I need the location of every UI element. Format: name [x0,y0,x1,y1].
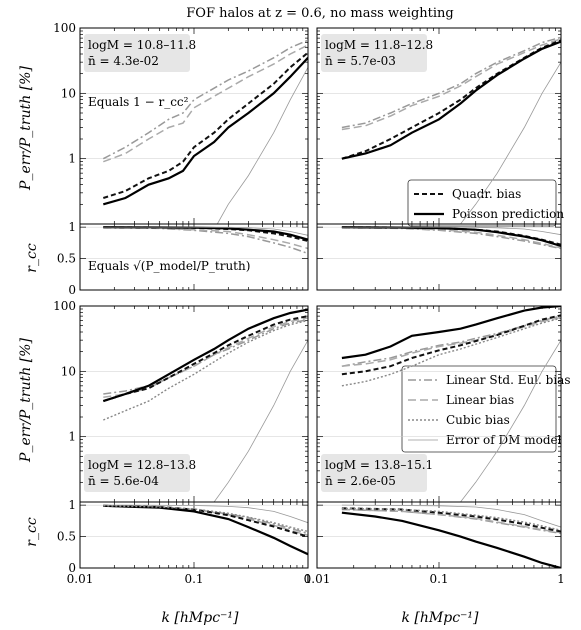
series-line-poisson [341,40,561,160]
series-line-dm [341,226,561,236]
series-line-quadr [102,51,308,199]
legend-box [407,179,557,227]
legend-label: Poisson prediction [452,207,564,221]
axes-frame [316,223,562,291]
y-tick-label: 1 [68,498,76,512]
panel-bottom-right-rcc: 0.01 0.1 1 [304,501,565,586]
info-box [84,454,190,492]
series-line-poisson [102,57,308,206]
legend-label: Cubic bias [446,413,510,427]
series-line-linstd [103,505,308,535]
number-density-label: n̄ = 5.6e-04 [88,474,159,488]
series-line-dm [460,61,561,224]
axes-frame [79,223,309,291]
mass-range-label: logM = 10.8–11.8 [88,38,196,52]
rcc-axis-label-top: r_cc [24,243,40,273]
series-line-cubic [341,507,561,531]
panel-top-left-rcc: 0 0.5 1 Equals √(P_model/P_truth) [57,220,309,297]
y-axis-label-top: P_err/P_truth [%] [18,66,34,191]
series-line-quadr [103,504,308,538]
rcc-axis-label-bottom: r_cc [24,517,40,547]
x-tick-label: 0.1 [184,572,203,586]
panel-bottom-left-rcc: 0 0.5 1 0.01 0.1 1 [57,498,312,586]
series-line-quadr [102,315,308,403]
series-line-cubic [341,317,561,387]
series-line-cubic [103,319,308,421]
x-tick-label: 0.1 [429,572,448,586]
figure-title: FOF halos at z = 0.6, no mass weighting [186,6,453,21]
x-tick-label: 0.01 [67,572,94,586]
series-line-dm [216,67,308,224]
y-tick-label: 0 [68,561,76,575]
legend-label: Linear bias [446,393,514,407]
series-line-poisson [102,308,308,403]
series-line-poisson [341,511,561,568]
series-line-linear [103,505,308,537]
info-box [321,454,427,492]
info-box [84,34,190,72]
series-line-poisson [341,306,561,360]
series-line-linear [103,227,308,250]
axes-frame [316,501,562,569]
x-tick-label: 0.01 [304,572,331,586]
mass-range-label: logM = 12.8–13.8 [88,458,196,472]
y-tick-label: 10 [61,364,76,378]
series-line-poisson [103,226,308,241]
y-tick-label: 0.5 [57,252,76,266]
annotation: Equals √(P_model/P_truth) [88,259,250,273]
series-line-dm [103,226,308,236]
y-axis-label-bottom: P_err/P_truth [%] [18,338,34,463]
annotation: Equals 1 − r_cc² [88,95,189,109]
series-line-linear [341,316,561,367]
y-tick-label: 0 [68,283,76,297]
series-line-linear [103,317,308,399]
series-line-poisson [103,504,308,556]
number-density-label: n̄ = 5.7e-03 [325,54,396,68]
mass-range-label: logM = 11.8–12.8 [325,38,433,52]
x-tick-label: 1 [557,572,565,586]
panel-top-left: 1 10 100 logM = 10.8–11.8 n̄ = 4.3e-02 Equals… [53,21,564,227]
series-line-linear [341,38,561,131]
mass-range-label: logM = 13.8–15.1 [325,458,433,472]
y-tick-label: 1 [68,430,76,444]
series-line-dm [341,504,561,528]
series-line-quadr [103,226,308,242]
y-tick-label: 1 [68,220,76,234]
series-line-dm [103,504,308,524]
number-density-label: n̄ = 4.3e-02 [88,54,159,68]
axes-frame [79,501,309,569]
panel-top-right-rcc [316,223,562,291]
legend-box [401,365,557,453]
info-box [321,34,427,72]
y-tick-label: 10 [61,86,76,100]
panel-bottom-left: 1 10 100 logM = 12.8–13.8 n̄ = 5.6e-04 Linear… [53,299,570,503]
x-tick-label: 1 [304,572,312,586]
series-line-linear [341,508,561,534]
series-line-poisson [341,226,561,248]
y-tick-label: 0.5 [57,530,76,544]
number-density-label: n̄ = 2.6e-05 [325,474,396,488]
series-line-quadr [341,314,561,376]
x-axis-label-left: k [hMpc⁻¹] [161,610,239,626]
x-axis-label-right: k [hMpc⁻¹] [401,610,479,626]
series-line-dm [460,339,561,502]
y-tick-label: 100 [53,299,76,313]
y-tick-label: 100 [53,21,76,35]
series-line-quadr [341,507,561,533]
series-line-dm [213,340,308,502]
y-tick-label: 1 [68,152,76,166]
legend-label: Quadr. bias [452,187,521,201]
series-line-linstd [103,227,308,255]
legend-label: Linear Std. Eul. bias [446,373,570,387]
